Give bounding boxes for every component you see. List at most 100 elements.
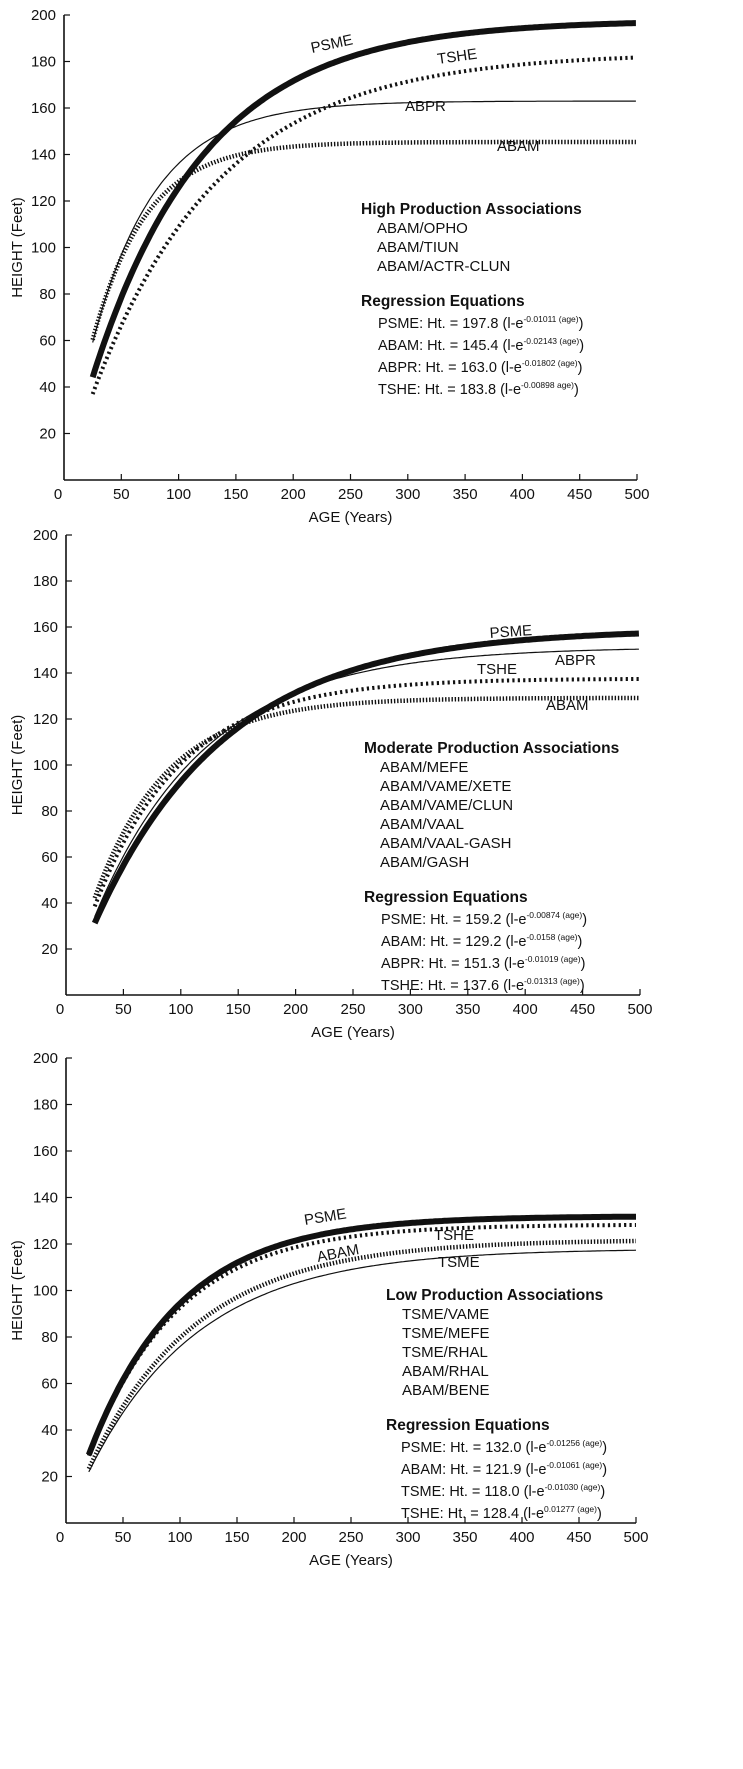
x-tick-label: 300 (395, 1529, 420, 1546)
x-tick-label: 450 (570, 1001, 595, 1018)
y-tick-label: 140 (31, 147, 56, 164)
x-tick-label: 0 (54, 486, 62, 503)
y-tick-label: 40 (39, 379, 56, 396)
association-item: TSME/RHAL (402, 1344, 488, 1361)
series-line-psme (89, 20, 636, 379)
chart-panel: 0 50 100 150 200 250 300 350 400 450 500 20 40 60 80 10… (9, 7, 650, 526)
regression-equation: TSHE: Ht. = 128.4 (l-e0.01277 (age)) (401, 1504, 602, 1522)
x-tick-label: 50 (115, 1001, 132, 1018)
y-axis-title: HEIGHT (Feet) (9, 715, 26, 816)
series-label-tsme: TSME (438, 1254, 480, 1271)
x-tick-label: 250 (338, 1529, 363, 1546)
y-axis-title: HEIGHT (Feet) (9, 1240, 26, 1341)
x-tick-label: 100 (166, 486, 191, 503)
x-tick-label: 0 (56, 1529, 64, 1546)
x-tick-label: 150 (226, 1001, 251, 1018)
association-item: ABAM/GASH (380, 854, 469, 871)
regression-equation: ABAM: Ht. = 145.4 (l-e-0.02143 (age)) (378, 336, 584, 354)
association-item: ABAM/OPHO (377, 220, 468, 237)
x-tick-label: 350 (453, 486, 478, 503)
association-item: ABAM/VAAL (380, 816, 464, 833)
x-tick-label: 200 (281, 486, 306, 503)
y-tick-label: 160 (33, 619, 58, 636)
series-label-psme: PSME (303, 1206, 348, 1229)
y-tick-label: 180 (33, 573, 58, 590)
regression-equation: TSME: Ht. = 118.0 (l-e-0.01030 (age)) (401, 1482, 605, 1500)
x-tick-label: 100 (168, 1001, 193, 1018)
y-tick-label: 200 (33, 1050, 58, 1067)
y-tick-label: 80 (41, 1329, 58, 1346)
y-tick-label: 100 (33, 1283, 58, 1300)
series-line-tsme (88, 1249, 637, 1473)
y-tick-label: 180 (33, 1097, 58, 1114)
x-tick-label: 150 (224, 1529, 249, 1546)
series-label-abam: ABAM (497, 138, 540, 155)
series-line-abam (86, 1238, 636, 1470)
x-tick-label: 200 (281, 1529, 306, 1546)
x-tick-label: 100 (167, 1529, 192, 1546)
x-tick-label: 300 (395, 486, 420, 503)
series-label-psme: PSME (309, 31, 354, 56)
regression-equation: ABPR: Ht. = 163.0 (l-e-0.01802 (age)) (378, 358, 582, 376)
association-item: TSME/MEFE (402, 1325, 490, 1342)
series-label-abam: ABAM (316, 1241, 361, 1266)
x-tick-label: 250 (340, 1001, 365, 1018)
regression-equation: TSHE: Ht. = 137.6 (l-e-0.01313 (age)) (381, 976, 585, 994)
x-tick-label: 400 (509, 1529, 534, 1546)
association-item: TSME/VAME (402, 1306, 489, 1323)
x-tick-label: 450 (566, 1529, 591, 1546)
x-tick-label: 150 (223, 486, 248, 503)
x-tick-label: 500 (623, 1529, 648, 1546)
regression-equation: ABAM: Ht. = 121.9 (l-e-0.01061 (age)) (401, 1460, 607, 1478)
x-tick-label: 500 (627, 1001, 652, 1018)
x-tick-label: 0 (56, 1001, 64, 1018)
y-tick-label: 140 (33, 665, 58, 682)
y-tick-label: 100 (31, 240, 56, 257)
series-line-abpr (92, 100, 636, 343)
series-label-abpr: ABPR (405, 98, 446, 115)
x-tick-label: 450 (567, 486, 592, 503)
y-tick-label: 20 (39, 426, 56, 443)
chart-panel: 0 50 100 150 200 250 300 350 400 450 500 20 40 60 80 10… (9, 1050, 649, 1569)
equations-title: Regression Equations (364, 889, 528, 906)
x-tick-label: 500 (624, 486, 649, 503)
y-tick-label: 60 (41, 1376, 58, 1393)
series-label-abam: ABAM (546, 697, 589, 714)
y-tick-label: 160 (33, 1143, 58, 1160)
associations-title: High Production Associations (361, 201, 582, 218)
series-line-psme (86, 1213, 636, 1456)
y-tick-label: 180 (31, 54, 56, 71)
x-tick-label: 350 (452, 1529, 477, 1546)
series-label-tshe: TSHE (434, 1227, 474, 1244)
y-tick-label: 80 (41, 803, 58, 820)
regression-equation: PSME: Ht. = 197.8 (l-e-0.01011 (age)) (378, 314, 583, 332)
association-item: ABAM/VAAL-GASH (380, 835, 511, 852)
y-tick-label: 200 (33, 527, 58, 544)
x-tick-label: 350 (455, 1001, 480, 1018)
association-item: ABAM/BENE (402, 1382, 490, 1399)
x-tick-label: 50 (115, 1529, 132, 1546)
association-item: ABAM/ACTR-CLUN (377, 258, 510, 275)
associations-title: Low Production Associations (386, 1287, 603, 1304)
x-tick-label: 300 (398, 1001, 423, 1018)
y-tick-label: 60 (39, 333, 56, 350)
regression-equation: PSME: Ht. = 132.0 (l-e-0.01256 (age)) (401, 1438, 607, 1456)
x-axis-title: AGE (Years) (311, 1024, 395, 1041)
x-axis-title: AGE (Years) (309, 1552, 393, 1569)
x-tick-label: 200 (283, 1001, 308, 1018)
regression-equation: TSHE: Ht. = 183.8 (l-e-0.00898 age)) (378, 380, 579, 398)
y-tick-label: 20 (41, 1469, 58, 1486)
y-tick-label: 100 (33, 757, 58, 774)
x-tick-label: 50 (113, 486, 130, 503)
series-line-psme (91, 630, 640, 925)
regression-equation: ABPR: Ht. = 151.3 (l-e-0.01019 (age)) (381, 954, 585, 972)
equations-title: Regression Equations (386, 1417, 550, 1434)
y-tick-label: 40 (41, 895, 58, 912)
x-tick-label: 400 (513, 1001, 538, 1018)
associations-title: Moderate Production Associations (364, 740, 619, 757)
y-tick-label: 120 (33, 1236, 58, 1253)
y-tick-label: 80 (39, 286, 56, 303)
series-line-tshe (90, 55, 636, 395)
series-line-abam (92, 695, 639, 899)
y-tick-label: 140 (33, 1190, 58, 1207)
